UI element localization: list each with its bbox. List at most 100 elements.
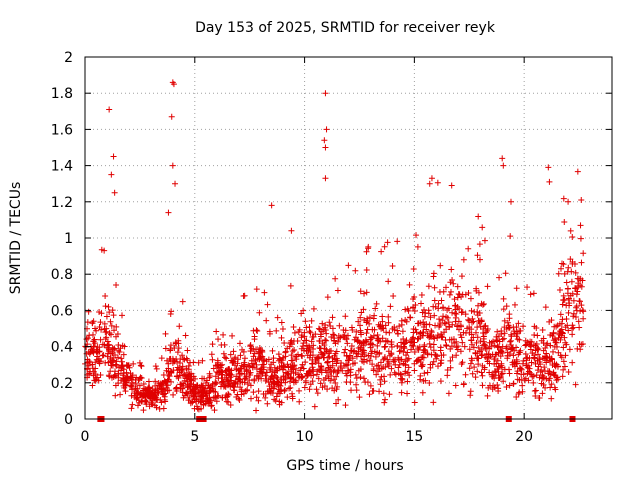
data-point bbox=[553, 377, 560, 384]
y-tick-label: 0.8 bbox=[51, 267, 73, 283]
data-point bbox=[263, 369, 270, 376]
data-point bbox=[560, 344, 567, 351]
data-point bbox=[290, 324, 297, 331]
data-point bbox=[511, 330, 518, 337]
data-point bbox=[282, 349, 289, 356]
data-point bbox=[294, 351, 301, 358]
data-point bbox=[449, 354, 456, 361]
data-point bbox=[559, 301, 566, 308]
data-point bbox=[375, 362, 382, 369]
data-point bbox=[424, 351, 431, 358]
data-point bbox=[453, 322, 460, 329]
data-point bbox=[97, 372, 104, 379]
data-point bbox=[325, 350, 332, 357]
data-point bbox=[539, 390, 546, 397]
data-point bbox=[152, 363, 159, 370]
data-point bbox=[498, 362, 505, 369]
data-point bbox=[108, 171, 115, 178]
data-point bbox=[153, 365, 160, 372]
data-point bbox=[92, 371, 99, 378]
data-point bbox=[419, 354, 426, 361]
data-point bbox=[115, 341, 122, 348]
data-point bbox=[498, 348, 505, 355]
data-point bbox=[541, 368, 548, 375]
data-point bbox=[561, 218, 568, 225]
data-point bbox=[457, 348, 464, 355]
data-point bbox=[579, 341, 586, 348]
data-point bbox=[472, 329, 479, 336]
data-point bbox=[378, 325, 385, 332]
data-point bbox=[277, 356, 284, 363]
data-point bbox=[329, 358, 336, 365]
data-point bbox=[352, 371, 359, 378]
data-point bbox=[466, 346, 473, 353]
data-point bbox=[501, 317, 508, 324]
data-point bbox=[543, 359, 550, 366]
data-point bbox=[90, 338, 97, 345]
data-point bbox=[96, 323, 103, 330]
data-point bbox=[507, 338, 514, 345]
data-point bbox=[195, 398, 202, 405]
data-point bbox=[241, 292, 248, 299]
data-point bbox=[449, 277, 456, 284]
data-point bbox=[335, 396, 342, 403]
data-point bbox=[442, 320, 449, 327]
data-point bbox=[430, 341, 437, 348]
data-point bbox=[348, 342, 355, 349]
data-point bbox=[360, 359, 367, 366]
data-point bbox=[241, 363, 248, 370]
data-point bbox=[331, 332, 338, 339]
data-point bbox=[545, 164, 552, 171]
data-point bbox=[531, 387, 538, 394]
data-point bbox=[363, 248, 370, 255]
data-point bbox=[360, 342, 367, 349]
data-point bbox=[363, 289, 370, 296]
data-point bbox=[110, 374, 117, 381]
data-point bbox=[401, 345, 408, 352]
data-point bbox=[501, 330, 508, 337]
data-point bbox=[287, 374, 294, 381]
data-point bbox=[361, 375, 368, 382]
data-point bbox=[474, 368, 481, 375]
data-point bbox=[345, 262, 352, 269]
data-point bbox=[396, 323, 403, 330]
data-point bbox=[439, 304, 446, 311]
data-point bbox=[572, 381, 579, 388]
data-point bbox=[341, 349, 348, 356]
data-point bbox=[572, 313, 579, 320]
data-point bbox=[214, 392, 221, 399]
data-point bbox=[101, 341, 108, 348]
data-point bbox=[268, 202, 275, 209]
data-point bbox=[388, 351, 395, 358]
data-point bbox=[387, 371, 394, 378]
data-point bbox=[256, 344, 263, 351]
data-point bbox=[240, 348, 247, 355]
data-point bbox=[145, 384, 152, 391]
data-point bbox=[462, 311, 469, 318]
data-point bbox=[542, 304, 549, 311]
data-point bbox=[525, 368, 532, 375]
data-point bbox=[376, 349, 383, 356]
data-point bbox=[353, 381, 360, 388]
data-point bbox=[208, 351, 215, 358]
data-point bbox=[140, 407, 147, 414]
data-point bbox=[306, 324, 313, 331]
data-point bbox=[111, 327, 118, 334]
data-point bbox=[565, 295, 572, 302]
data-point bbox=[290, 379, 297, 386]
data-point bbox=[479, 362, 486, 369]
data-point bbox=[89, 348, 96, 355]
data-point bbox=[574, 168, 581, 175]
data-point bbox=[378, 248, 385, 255]
data-point bbox=[377, 338, 384, 345]
data-point bbox=[427, 361, 434, 368]
data-point bbox=[565, 369, 572, 376]
data-point bbox=[180, 394, 187, 401]
data-point bbox=[344, 340, 351, 347]
data-point bbox=[541, 355, 548, 362]
data-point bbox=[453, 352, 460, 359]
data-point bbox=[134, 402, 141, 409]
data-point bbox=[278, 387, 285, 394]
data-point bbox=[296, 398, 303, 405]
